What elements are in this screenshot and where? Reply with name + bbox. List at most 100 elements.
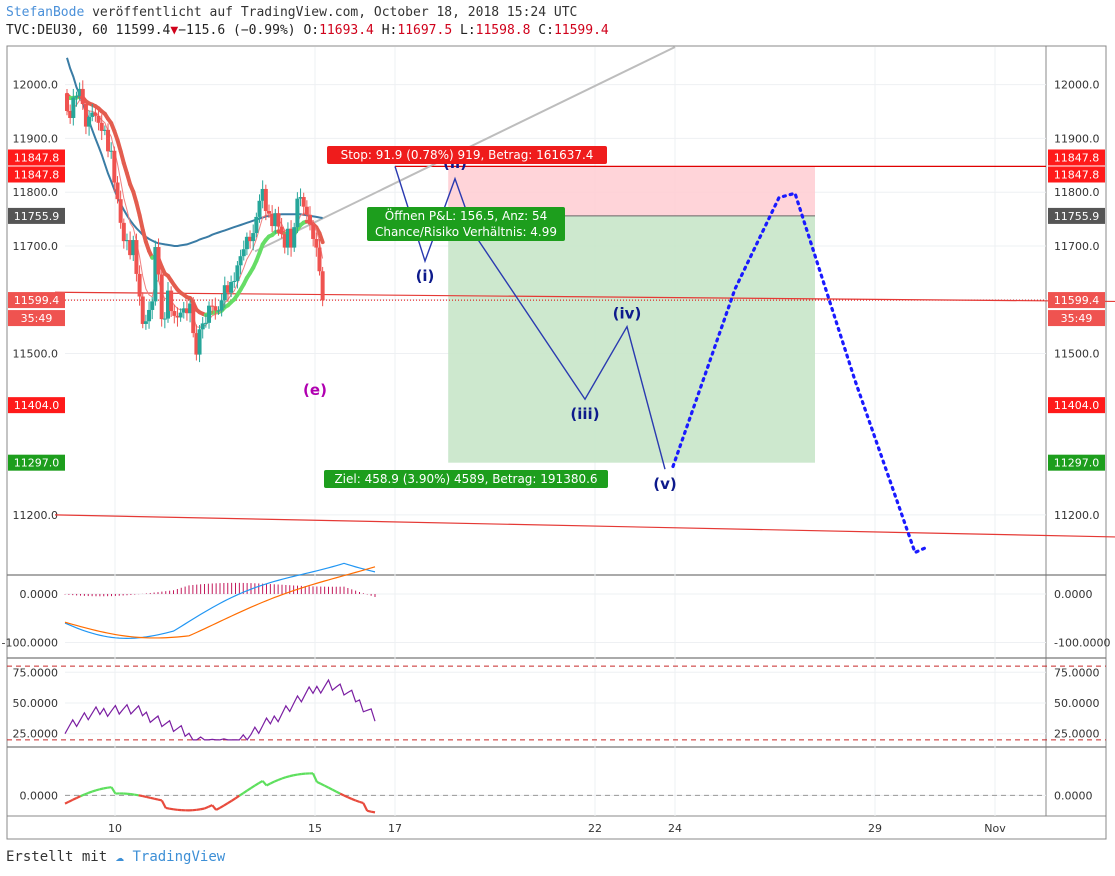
candle-body <box>175 315 180 318</box>
candle-body <box>80 88 85 105</box>
y-tick-label-right: 11800.0 <box>1054 186 1100 199</box>
candle-body <box>225 285 230 293</box>
price-badge-text: 11847.8 <box>14 151 60 164</box>
x-tick-label: Nov <box>984 822 1006 835</box>
price-badge-right <box>1048 149 1105 166</box>
x-tick-label: 15 <box>308 822 322 835</box>
price-badge-right <box>1048 207 1105 224</box>
candle-body <box>131 240 136 256</box>
price-badge-text: 11847.8 <box>1054 151 1100 164</box>
y-tick-label-left: 12000.0 <box>13 79 59 92</box>
price-badge-text: 11755.9 <box>14 210 60 223</box>
candle-body <box>83 104 88 127</box>
macd-signal-line <box>64 566 376 639</box>
osc-segment <box>355 799 360 803</box>
osc-segment <box>157 798 163 802</box>
osc-segment <box>91 789 97 793</box>
close-value: 11599.4 <box>553 23 609 38</box>
stop-label-box <box>327 146 607 164</box>
price-badge-text: 11297.0 <box>1054 457 1100 470</box>
moving-average-medium-segment <box>134 200 142 218</box>
low-label: L: <box>460 23 476 38</box>
candle-body <box>219 300 224 311</box>
candle-body <box>285 228 290 248</box>
osc-segment <box>281 776 287 780</box>
tradingview-brand[interactable]: TradingView <box>132 849 226 865</box>
osc-segment <box>110 786 117 795</box>
candle-body <box>260 188 265 201</box>
pnl-label-text: Chance/Risiko Verhältnis: 4.99 <box>375 225 557 239</box>
osc-segment <box>134 793 139 797</box>
osc-segment <box>347 796 353 800</box>
price-badge-right <box>1048 166 1105 183</box>
osc-segment <box>246 787 252 792</box>
candle-body <box>178 312 183 318</box>
pane-tick-left: -100.0000 <box>2 636 58 649</box>
candle-body <box>181 308 186 313</box>
osc-segment <box>207 804 213 808</box>
symbol-label[interactable]: TVC:DEU30, 60 <box>6 23 108 38</box>
y-tick-label-left: 11900.0 <box>13 132 59 145</box>
osc-segment <box>99 787 104 791</box>
osc-segment <box>64 800 70 805</box>
x-tick-label: 17 <box>388 822 402 835</box>
ohlc-legend: TVC:DEU30, 60 11599.4▼−115.6 (−0.99%) O:… <box>6 23 609 38</box>
tradingview-cloud-icon: ☁ <box>115 849 125 865</box>
price-badge-text: 35:49 <box>21 312 53 325</box>
candle-body <box>115 182 120 200</box>
osc-segment <box>219 804 225 809</box>
candle-body <box>314 238 319 248</box>
candle-body <box>266 211 271 214</box>
y-tick-label-left: 11800.0 <box>13 186 59 199</box>
osc-segment <box>273 778 279 783</box>
last-price: 11599.4 <box>115 23 171 38</box>
candle-body <box>317 247 322 272</box>
open-label: O: <box>303 23 320 38</box>
candle-body <box>162 318 167 320</box>
y-tick-label-left: 11200.0 <box>13 509 59 522</box>
candle-body <box>279 226 284 235</box>
osc-segment <box>215 806 221 811</box>
x-tick-label: 22 <box>588 822 602 835</box>
pane-tick-left: 75.0000 <box>13 666 59 679</box>
osc-segment <box>367 809 372 813</box>
candle-body <box>232 280 237 282</box>
candle-body <box>184 308 189 314</box>
candle-body <box>194 333 199 355</box>
osc-segment <box>227 799 233 805</box>
candle-body <box>102 129 107 131</box>
candle-body <box>165 290 170 319</box>
candle-body <box>96 115 101 123</box>
osc-segment <box>204 805 209 810</box>
candle-body <box>99 122 104 131</box>
osc-segment <box>231 797 237 802</box>
osc-segment <box>107 786 112 789</box>
y-tick-label-right: 11500.0 <box>1054 348 1100 361</box>
candle-body <box>207 305 212 323</box>
price-badge-left <box>8 207 65 224</box>
candle-body <box>222 285 227 301</box>
osc-segment <box>68 798 74 803</box>
osc-segment <box>80 793 85 798</box>
candle-body <box>203 322 208 324</box>
author-link[interactable]: StefanBode <box>6 5 85 20</box>
candle-body <box>301 197 306 207</box>
candle-body <box>65 93 69 111</box>
osc-segment <box>277 777 283 781</box>
candle-body <box>238 256 243 266</box>
price-badge-right <box>1048 292 1105 309</box>
pane-tick-right: 0.0000 <box>1054 789 1093 802</box>
osc-segment <box>293 773 298 777</box>
candle-body <box>93 112 98 116</box>
moving-average-medium-segment <box>137 213 145 232</box>
y-tick-label-right: 12000.0 <box>1054 79 1100 92</box>
chart-header-attribution: StefanBode veröffentlicht auf TradingVie… <box>6 5 577 20</box>
price-change: −115.6 (−0.99%) <box>178 23 296 38</box>
macd-line <box>64 562 376 639</box>
pnl-label-text: Öffnen P&L: 156.5, Anz: 54 <box>385 207 547 223</box>
candle-body <box>295 198 300 228</box>
price-badge-right <box>1048 310 1105 327</box>
osc-segment <box>316 780 322 785</box>
candle-body <box>311 224 316 239</box>
